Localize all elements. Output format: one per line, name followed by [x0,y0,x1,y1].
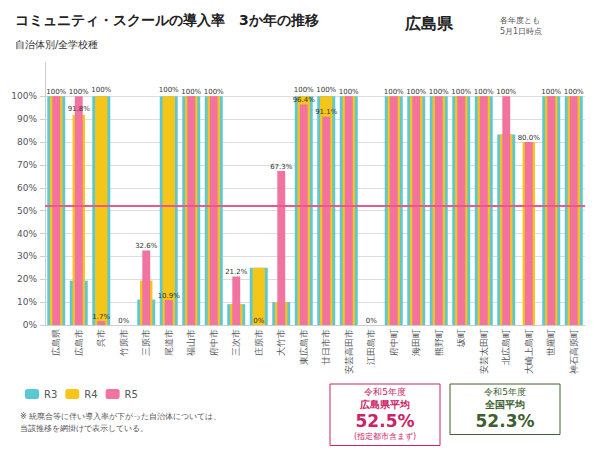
svg-text:100%: 100% [564,88,584,96]
svg-text:100%: 100% [69,88,89,96]
svg-text:尾道市: 尾道市 [164,329,174,356]
svg-text:大竹市: 大竹市 [276,329,286,356]
svg-text:100%: 100% [91,86,111,94]
svg-text:100%: 100% [204,88,224,96]
svg-text:安芸太田町: 安芸太田町 [479,329,489,374]
svg-text:三次市: 三次市 [231,329,241,356]
svg-text:海田町: 海田町 [411,329,421,356]
svg-text:100%: 100% [406,88,426,96]
svg-text:東広島市: 東広島市 [299,329,309,365]
svg-text:100%: 100% [451,88,471,96]
svg-text:100%: 100% [384,88,404,96]
svg-text:R3: R3 [44,389,57,400]
svg-text:各年度とも: 各年度とも [500,16,540,25]
svg-text:60%: 60% [17,183,37,193]
svg-text:100%: 100% [181,88,201,96]
svg-text:32.6%: 32.6% [135,242,158,250]
svg-text:呉市: 呉市 [96,329,106,347]
svg-text:100%: 100% [46,88,66,96]
svg-text:竹原市: 竹原市 [119,329,129,356]
svg-text:80%: 80% [17,137,37,147]
svg-text:広島県: 広島県 [404,14,454,33]
svg-text:40%: 40% [17,229,37,239]
svg-text:50%: 50% [17,206,37,216]
svg-text:1.7%: 1.7% [92,313,110,321]
svg-text:安芸高田市: 安芸高田市 [344,329,354,374]
svg-text:令和5年度: 令和5年度 [364,387,406,397]
svg-text:21.2%: 21.2% [225,268,248,276]
svg-text:世羅町: 世羅町 [546,329,556,356]
svg-text:96.4%: 96.4% [293,96,316,104]
svg-text:府中町: 府中町 [389,329,399,356]
svg-text:100%: 100% [159,86,179,94]
svg-text:80.0%: 80.0% [518,134,541,142]
svg-text:コミュニティ・スクールの導入率 3か年の推移: コミュニティ・スクールの導入率 3か年の推移 [15,12,319,28]
svg-text:庄原市: 庄原市 [254,329,264,356]
svg-text:0%: 0% [253,317,264,325]
svg-text:100%: 100% [496,88,516,96]
svg-text:91.1%: 91.1% [315,108,338,116]
svg-text:(指定都市含まず): (指定都市含まず) [354,432,416,441]
svg-text:67.3%: 67.3% [270,163,293,171]
svg-text:神石高原町: 神石高原町 [569,329,579,374]
svg-text:0%: 0% [118,317,129,325]
svg-text:R4: R4 [84,389,97,400]
svg-text:坂町: 坂町 [456,329,466,348]
svg-text:52.3%: 52.3% [476,411,535,431]
svg-text:福山市: 福山市 [186,329,196,356]
svg-text:江田島市: 江田島市 [366,329,376,365]
svg-text:広島市: 広島市 [74,329,84,356]
svg-text:100%: 100% [541,88,561,96]
svg-text:※ 統廃合等に伴い導入率が下がった自治体については、: ※ 統廃合等に伴い導入率が下がった自治体については、 [20,412,221,421]
svg-text:100%: 100% [11,91,37,101]
svg-text:90%: 90% [17,114,37,124]
svg-text:熊野町: 熊野町 [434,329,444,356]
svg-text:100%: 100% [294,86,314,94]
svg-text:廿日市市: 廿日市市 [321,329,331,365]
svg-text:三原市: 三原市 [141,329,151,356]
svg-text:100%: 100% [429,88,449,96]
svg-text:100%: 100% [339,88,359,96]
svg-text:令和5年度: 令和5年度 [484,387,526,397]
svg-text:広島県平均: 広島県平均 [359,399,410,410]
svg-text:5月1日時点: 5月1日時点 [500,27,542,36]
svg-text:100%: 100% [474,88,494,96]
svg-text:全国平均: 全国平均 [484,399,525,410]
svg-text:0%: 0% [366,317,377,325]
svg-text:52.5%: 52.5% [356,411,415,431]
svg-text:100%: 100% [316,86,336,94]
svg-text:府中市: 府中市 [209,329,219,356]
svg-text:30%: 30% [17,251,37,261]
svg-text:91.8%: 91.8% [68,105,91,113]
svg-text:R5: R5 [125,389,138,400]
svg-text:大崎上島町: 大崎上島町 [524,329,534,374]
svg-text:20%: 20% [17,274,37,284]
svg-text:0%: 0% [23,320,38,330]
svg-text:70%: 70% [17,160,37,170]
svg-text:10%: 10% [17,297,37,307]
svg-text:広島県: 広島県 [51,329,61,356]
svg-text:自治体別/全学校種: 自治体別/全学校種 [15,39,98,50]
svg-text:10.9%: 10.9% [158,292,181,300]
svg-text:北広島町: 北広島町 [501,329,511,365]
svg-text:当該推移を網掛けで表示している。: 当該推移を網掛けで表示している。 [20,424,148,433]
